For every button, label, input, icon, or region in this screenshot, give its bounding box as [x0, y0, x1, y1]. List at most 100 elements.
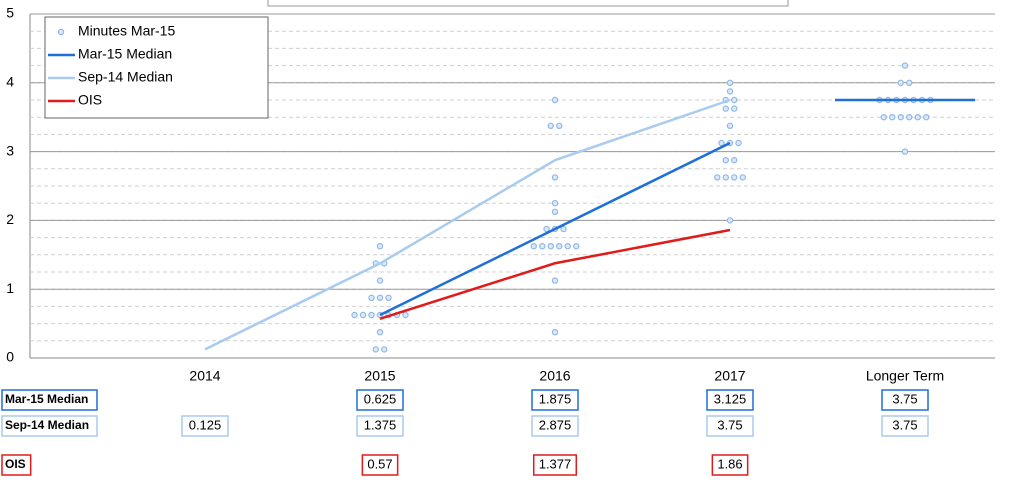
dot: [889, 113, 896, 121]
dot: [731, 156, 738, 164]
dot: [376, 294, 384, 301]
dot: [376, 329, 384, 336]
y-tick-label: 0: [6, 349, 14, 365]
x-tick-label: 2014: [189, 368, 220, 384]
table-value: 3.125: [714, 391, 747, 406]
row-label-box: [1, 415, 98, 437]
x-tick-label: 2016: [539, 368, 570, 384]
table-value-box: [706, 389, 754, 411]
table-value: 1.875: [539, 391, 572, 406]
legend-marker: [57, 28, 65, 36]
table-value: 0.125: [189, 417, 222, 432]
table-value: 3.75: [892, 417, 917, 432]
line: [379, 228, 731, 320]
table-value: 1.377: [539, 456, 572, 471]
dot: [726, 122, 734, 130]
dot: [897, 79, 904, 87]
dot: [402, 311, 409, 319]
table-value: 1.375: [364, 417, 397, 432]
dot: [351, 311, 358, 319]
table-value-box: [706, 415, 754, 437]
y-tick-label: 4: [6, 74, 14, 90]
dot: [368, 311, 375, 319]
row-label-box: [1, 454, 32, 476]
row-label-box: [1, 389, 98, 411]
y-tick-label: 5: [6, 5, 14, 21]
legend-label: Minutes Mar-15: [78, 23, 175, 39]
table-value: 1.86: [717, 456, 742, 471]
dot: [880, 113, 887, 121]
dot: [731, 96, 738, 104]
row-label: Sep-14 Median: [5, 418, 89, 432]
table-value-box: [881, 415, 929, 437]
row-label: OIS: [5, 457, 26, 471]
title-box: [267, 0, 789, 7]
dot: [731, 174, 738, 181]
dot: [551, 96, 559, 104]
table-value-box: [531, 389, 579, 411]
dot: [714, 174, 721, 181]
dot: [901, 62, 909, 69]
dot: [722, 174, 729, 181]
dot: [376, 242, 384, 250]
line: [204, 98, 731, 351]
dot: [914, 113, 921, 121]
table-value-box: [711, 454, 749, 476]
dot: [547, 122, 554, 130]
table-value-box: [361, 454, 399, 476]
dot: [897, 113, 904, 121]
dot: [564, 242, 571, 250]
dot: [901, 148, 909, 155]
table-value-box: [181, 415, 229, 437]
legend-label: OIS: [78, 92, 102, 108]
dot: [539, 242, 546, 250]
dot: [560, 225, 567, 233]
dot: [543, 225, 550, 233]
dot: [368, 294, 375, 301]
y-tick-label: 2: [6, 211, 14, 227]
dot: [551, 174, 559, 181]
dot: [551, 277, 559, 284]
dot: [906, 79, 913, 87]
dot: [372, 346, 379, 353]
y-tick-label: 1: [6, 280, 14, 296]
dot: [530, 242, 537, 250]
x-tick-label: 2015: [364, 368, 395, 384]
x-tick-label: Longer Term: [866, 368, 944, 384]
dot: [376, 277, 384, 284]
dot: [735, 139, 742, 147]
line: [379, 141, 731, 317]
table-value: 0.57: [367, 456, 392, 471]
x-tick-label: 2017: [714, 368, 745, 384]
dot: [906, 113, 913, 121]
table-value-box: [532, 454, 578, 476]
dot: [385, 294, 392, 301]
table-value: 2.875: [539, 417, 572, 432]
legend-label: Mar-15 Median: [78, 46, 172, 62]
legend-box: [44, 16, 269, 119]
dot: [722, 105, 729, 112]
table-value: 0.625: [364, 391, 397, 406]
dot: [718, 139, 725, 147]
row-label: Mar-15 Median: [5, 392, 88, 406]
legend-label: Sep-14 Median: [78, 69, 173, 85]
dot: [556, 122, 563, 130]
dot: [573, 242, 580, 250]
table-value-box: [356, 389, 404, 411]
dot: [726, 88, 734, 95]
dot: [739, 174, 746, 181]
dot: [726, 217, 734, 224]
y-tick-label: 3: [6, 142, 14, 158]
table-value: 3.75: [892, 391, 917, 406]
table-value-box: [881, 389, 929, 411]
dot: [923, 113, 930, 121]
dot: [381, 346, 388, 353]
dot: [556, 242, 563, 250]
dot: [359, 311, 367, 319]
table-value-box: [356, 415, 404, 437]
table-value-box: [531, 415, 579, 437]
dot: [731, 105, 738, 112]
dot: [547, 242, 554, 250]
dot: [551, 208, 559, 215]
